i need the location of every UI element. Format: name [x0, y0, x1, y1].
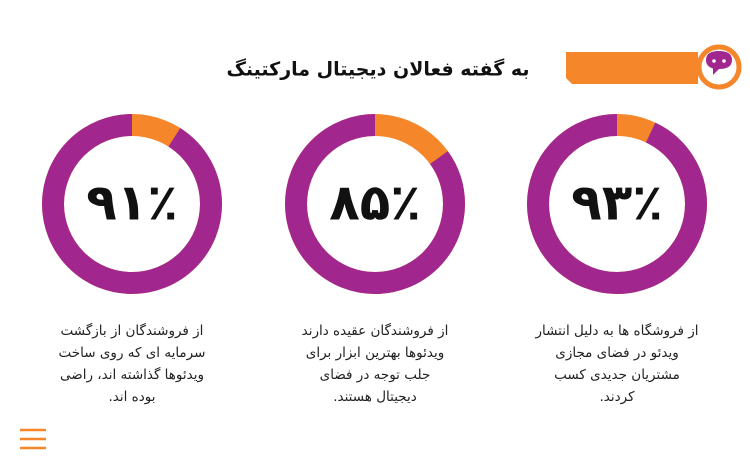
caption: از فروشگاه ها به دلیل انتشار ویدئو در فضا… — [507, 320, 727, 408]
caption-line: کردند. — [599, 389, 635, 405]
caption-line: ویدئوها بهترین ابزار برای — [305, 345, 445, 361]
caption-line: جلب توجه در فضای — [319, 367, 431, 383]
caption-line: بوده اند. — [108, 389, 156, 405]
caption-line: از فروشندگان عقیده دارند — [301, 323, 449, 339]
value-label: ۹۳٪ — [571, 174, 663, 232]
donut-arc — [527, 114, 707, 294]
caption: از فروشندگان از بازگشت سرمایه ای که روی س… — [22, 320, 242, 408]
title-bar — [566, 52, 698, 84]
caption-line: ویدئوها گذاشته اند، راضی — [59, 367, 205, 383]
logo-dot — [712, 59, 716, 63]
logo-dot — [722, 59, 726, 63]
caption-line: دیجیتال هستند. — [333, 389, 417, 405]
donut-arc — [285, 114, 465, 294]
value-label: ۹۱٪ — [86, 174, 178, 232]
caption-line: از فروشگاه ها به دلیل انتشار — [535, 323, 699, 339]
caption-line: سرمایه ای که روی ساخت — [58, 345, 206, 361]
caption-line: مشتریان جدیدی کسب — [554, 367, 680, 383]
caption-line: از فروشندگان از بازگشت — [60, 323, 204, 339]
caption-line: ویدئو در فضای مجازی — [555, 345, 679, 361]
caption: از فروشندگان عقیده دارند ویدئوها بهترین ا… — [265, 320, 485, 408]
value-label: ۸۵٪ — [329, 174, 421, 232]
menu-icon[interactable] — [20, 428, 46, 450]
donut-arc — [42, 114, 222, 294]
logo-bubble — [706, 51, 732, 75]
page-title: به گفته فعالان دیجیتال مارکتینگ — [226, 58, 529, 81]
